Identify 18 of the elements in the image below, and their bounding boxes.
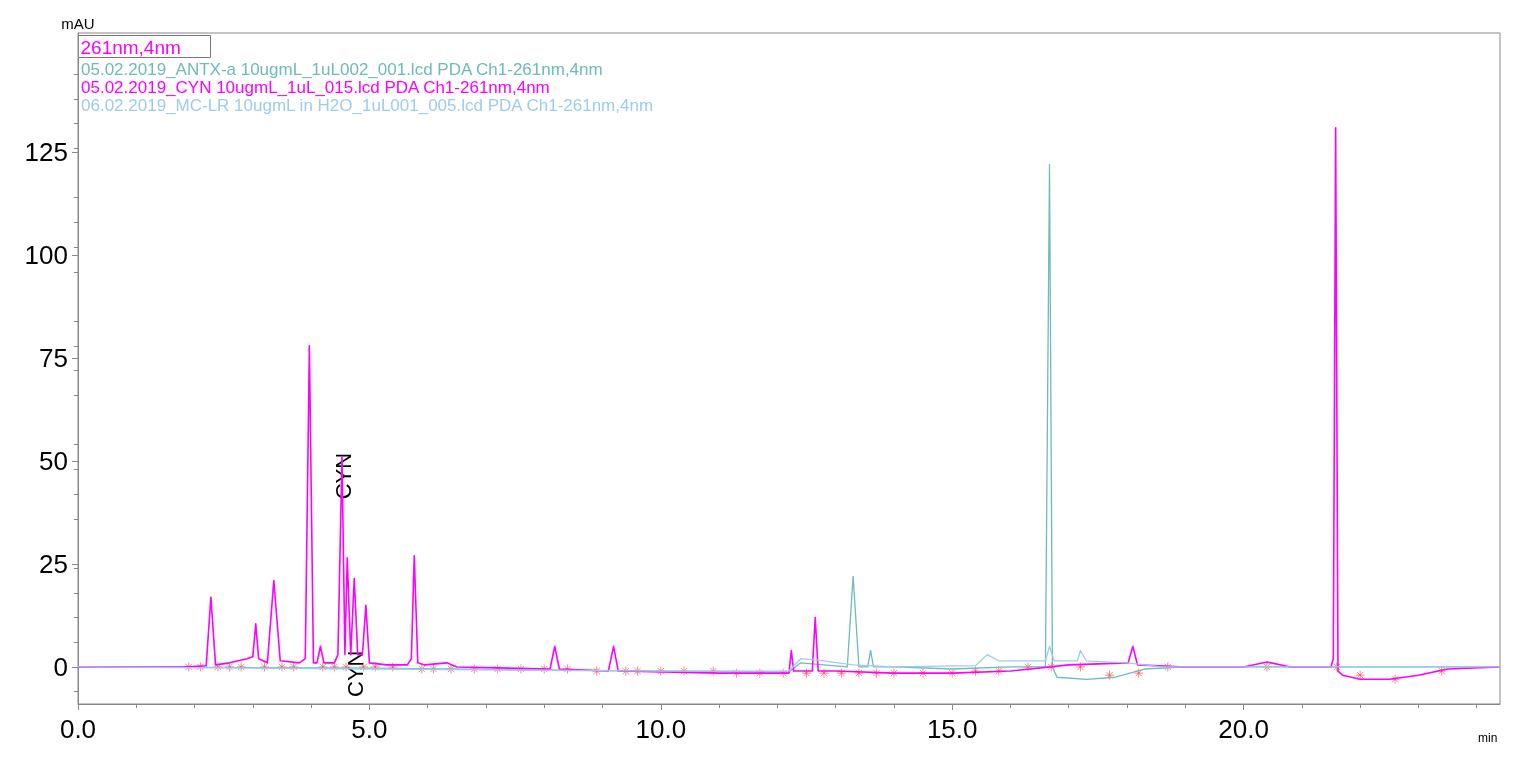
x-tick-label: 5.0 — [351, 714, 388, 744]
y-axis-title: mAU — [61, 15, 95, 32]
y-tick-label: 100 — [24, 240, 68, 271]
y-tick-label: 25 — [39, 549, 68, 580]
x-tick-label: 10.0 — [635, 714, 687, 744]
x-tick-label: 15.0 — [926, 714, 978, 744]
text: 05.02.2019_ANTX-a 10ugmL_1uL002_001.lcd PDA Ch1-261nm,4nm — [81, 60, 603, 79]
y-tick-label: 125 — [24, 137, 68, 168]
y-tick-label: 0 — [53, 651, 68, 682]
annotation: CYN — [342, 650, 368, 697]
y-tick-label: 50 — [39, 446, 68, 477]
text: 05.02.2019_CYN 10ugmL_1uL_015.lcd PDA Ch1-261nm,4nm — [81, 78, 550, 97]
x-tick-label: 0.0 — [59, 714, 97, 744]
annotation: 261nm,4nm — [80, 36, 181, 58]
x-tick-label: 20.0 — [1218, 714, 1269, 744]
y-tick-label: 75 — [39, 343, 68, 374]
x-axis-title: min — [1478, 731, 1498, 745]
text: 06.02.2019_MC-LR 10ugmL in H2O_1uL001_005.lcd PDA Ch1-261nm,4nm — [81, 96, 654, 115]
